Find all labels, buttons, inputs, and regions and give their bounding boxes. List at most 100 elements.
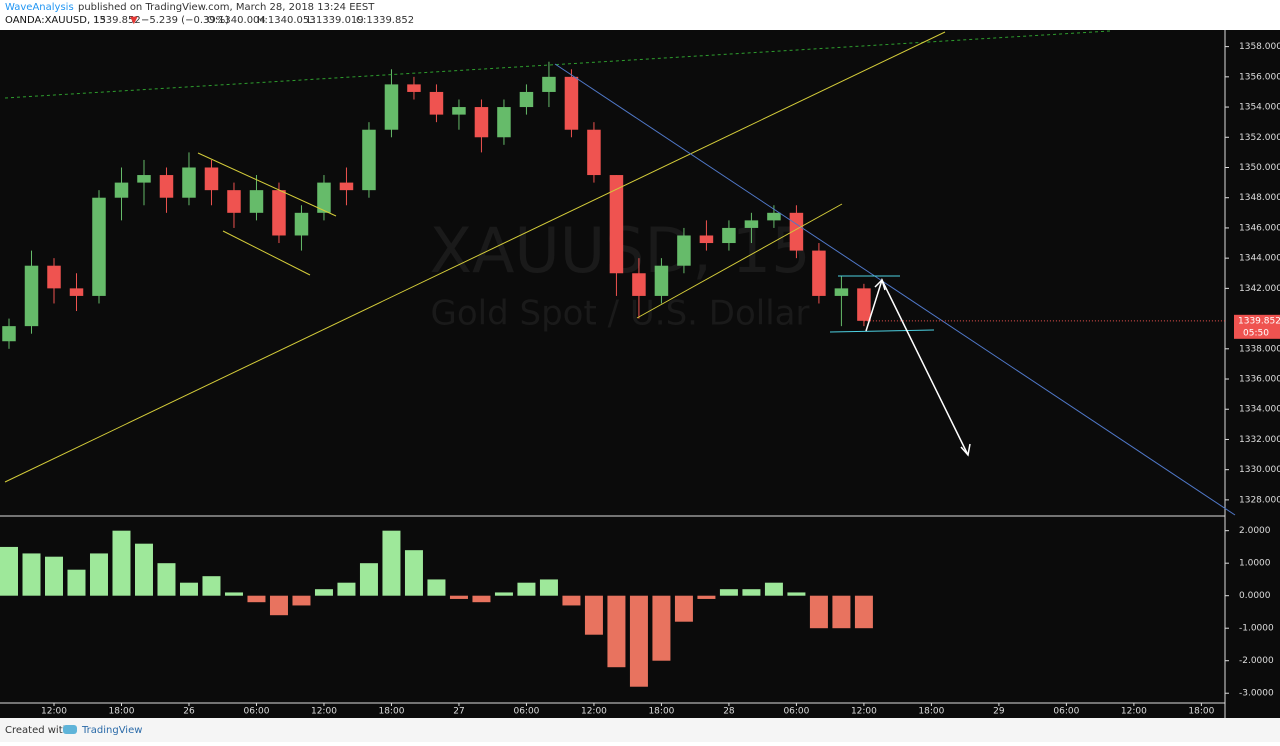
indicator-bar [337, 582, 356, 596]
indicator-bar [427, 579, 446, 596]
close: C:1339.852 [356, 15, 414, 26]
candle-body [744, 220, 759, 228]
price-label-box [1234, 314, 1280, 339]
indicator-bar [742, 589, 761, 596]
x-tick-label: 26 [183, 707, 195, 717]
candle-body [834, 288, 849, 296]
indicator-bar [224, 592, 243, 596]
y-tick-label: -1.0000 [1239, 624, 1274, 634]
candle-body [159, 175, 174, 198]
change: −5.239 (−0.39%) [141, 15, 229, 26]
candle-body [69, 288, 84, 296]
indicator-bar [584, 595, 603, 635]
indicator-bar [382, 530, 401, 596]
y-tick-label: 1338.000 [1239, 344, 1280, 354]
candle-body [519, 91, 534, 108]
candle-body [632, 273, 646, 296]
x-tick-label: 27 [453, 707, 464, 717]
y-tick-label: 1352.000 [1239, 133, 1280, 143]
indicator-bar [697, 595, 716, 599]
candle-body [407, 84, 421, 92]
y-tick-label: 1346.000 [1239, 223, 1280, 233]
candle-body [137, 175, 151, 183]
candle-body [384, 84, 399, 130]
indicator-bar [359, 563, 378, 596]
low: L:1339.019 [307, 15, 364, 26]
x-tick-label: 12:00 [851, 707, 877, 717]
y-tick-label: 2.0000 [1239, 526, 1271, 536]
candle-body [47, 265, 61, 289]
candle-body [857, 288, 871, 321]
y-tick-label: 1348.000 [1239, 193, 1280, 203]
candle-body [92, 197, 106, 296]
indicator-bar [67, 569, 86, 596]
indicator-bar [44, 556, 63, 596]
author[interactable]: WaveAnalysis [5, 2, 74, 13]
x-tick-label: 18:00 [378, 707, 404, 717]
header-bar [0, 0, 1280, 30]
y-tick-label: 1342.000 [1239, 284, 1280, 294]
indicator-bar [607, 595, 626, 668]
candle-body [452, 107, 466, 115]
indicator-bar [674, 595, 693, 622]
candle-body [272, 190, 286, 236]
y-tick-label: 1336.000 [1239, 375, 1280, 385]
x-tick-label: 12:00 [1121, 707, 1147, 717]
y-tick-label: 1350.000 [1239, 163, 1280, 173]
x-tick-label: 12:00 [311, 707, 337, 717]
candle-body [699, 235, 714, 244]
candle-body [114, 182, 129, 198]
indicator-bar [269, 595, 288, 616]
candle-body [587, 129, 601, 176]
watermark-description: Gold Spot / U.S. Dollar [431, 294, 810, 334]
indicator-bar [112, 530, 131, 596]
candle-body [182, 167, 196, 198]
indicator-bar [292, 595, 311, 606]
candle-body [677, 235, 691, 266]
indicator-bar [719, 589, 738, 596]
candle-body [767, 212, 781, 221]
indicator-bar [472, 595, 491, 603]
candle-body [249, 190, 264, 213]
y-tick-label: 1356.000 [1239, 72, 1280, 82]
y-tick-label: 1.0000 [1239, 559, 1271, 569]
created-with: Created with [5, 725, 69, 736]
candle-body [204, 167, 219, 191]
indicator-bar [539, 579, 558, 596]
indicator-bar [494, 592, 513, 596]
candle-body [339, 182, 354, 191]
x-tick-label: 12:00 [581, 707, 607, 717]
candle-body [812, 250, 826, 296]
channel-line [636, 203, 843, 319]
y-tick-label: -2.0000 [1239, 656, 1274, 666]
indicator-bar [517, 582, 536, 596]
candle-body [429, 91, 444, 115]
indicator-bar [854, 595, 873, 629]
indicator-bar [764, 582, 783, 596]
channel-line [197, 152, 337, 217]
indicator-bar [629, 595, 648, 687]
candle-body [542, 76, 556, 92]
indicator-bar [787, 592, 806, 596]
indicator-bar [314, 589, 333, 596]
arrow-head [960, 443, 971, 457]
y-tick-label: 1344.000 [1239, 254, 1280, 264]
candle-body [294, 212, 309, 236]
plot [0, 61, 873, 687]
indicator-bar [247, 595, 266, 603]
x-tick-label: 29 [993, 707, 1005, 717]
indicator-bar [449, 595, 468, 599]
indicator-bar [134, 543, 153, 596]
symbol: OANDA:XAUUSD, 15 [5, 15, 106, 26]
x-tick-label: 06:00 [244, 707, 270, 717]
indicator-bar [562, 595, 581, 606]
price-label: 1339.852 [1238, 316, 1280, 326]
x-tick-label: 06:00 [513, 707, 539, 717]
brand[interactable]: TradingView [81, 725, 142, 736]
x-tick-label: 12:00 [41, 707, 67, 717]
indicator-bar [809, 595, 828, 629]
high: H:1340.053 [257, 15, 316, 26]
candle-body [564, 76, 579, 130]
y-tick-label: 1354.000 [1239, 103, 1280, 113]
